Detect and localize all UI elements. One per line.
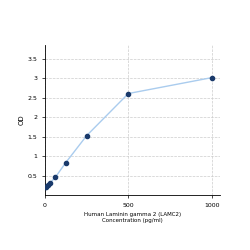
Point: [46, 183, 50, 187]
Point: [126, 92, 130, 96]
Point: [44, 184, 48, 188]
Point: [43, 185, 47, 189]
Point: [54, 175, 58, 179]
X-axis label: Human Laminin gamma 2 (LAMC2)
Concentration (pg/ml): Human Laminin gamma 2 (LAMC2) Concentrat…: [84, 212, 181, 222]
Y-axis label: OD: OD: [19, 115, 25, 125]
Point: [85, 134, 89, 138]
Point: [48, 181, 52, 185]
Point: [210, 76, 214, 80]
Point: [64, 160, 68, 164]
